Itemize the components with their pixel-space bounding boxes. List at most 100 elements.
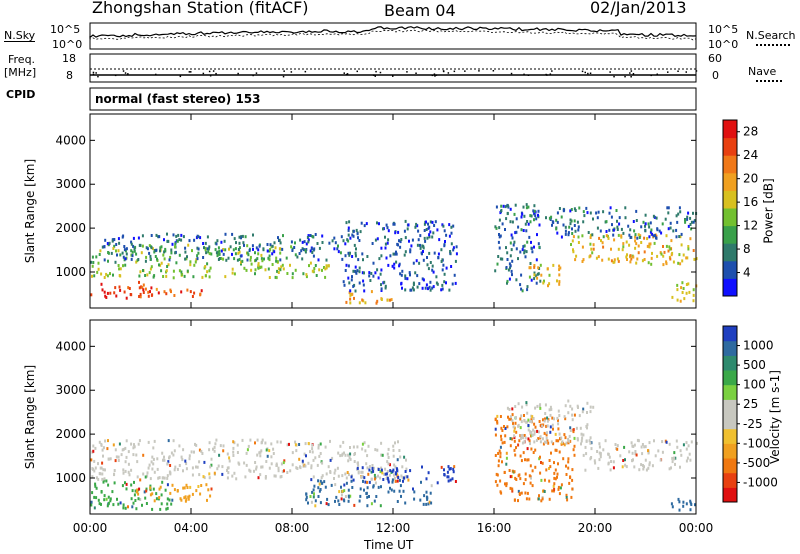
heat-cell <box>133 445 136 449</box>
heat-cell <box>349 494 352 498</box>
heat-cell <box>643 258 646 261</box>
heat-cell <box>690 440 693 444</box>
heat-cell <box>153 499 156 503</box>
heat-cell <box>345 300 348 304</box>
heat-cell <box>321 241 324 244</box>
heat-cell <box>350 479 353 483</box>
heat-cell <box>188 239 191 243</box>
heat-cell <box>195 443 198 447</box>
heat-cell <box>435 275 438 279</box>
heat-cell <box>184 257 187 261</box>
heat-cell <box>251 244 254 248</box>
heat-cell <box>527 205 530 209</box>
heat-cell <box>680 243 683 247</box>
heat-cell <box>636 438 639 442</box>
heat-cell <box>387 229 390 233</box>
heat-cell <box>158 476 161 480</box>
y-tick-label: 2000 <box>55 427 86 441</box>
heat-cell <box>99 249 102 253</box>
heat-cell <box>522 245 525 249</box>
heat-cell <box>206 235 209 239</box>
heat-cell <box>105 272 108 276</box>
heat-cell <box>392 222 395 226</box>
heat-cell <box>653 439 655 443</box>
heat-cell <box>582 258 585 262</box>
heat-cell <box>95 255 98 259</box>
heat-cell <box>533 265 536 269</box>
heat-cell <box>543 279 545 283</box>
heat-cell <box>104 294 107 298</box>
heat-cell <box>583 214 586 218</box>
freq-label-line2: [MHz] <box>4 66 37 79</box>
heat-cell <box>219 444 222 448</box>
heat-cell <box>538 420 541 423</box>
heat-cell <box>243 266 246 270</box>
heat-cell <box>93 274 96 278</box>
heat-cell <box>651 232 654 236</box>
heat-cell <box>112 273 114 277</box>
heat-cell <box>167 263 170 267</box>
heat-cell <box>599 229 602 233</box>
heat-cell <box>180 238 183 242</box>
heat-cell <box>131 250 134 254</box>
heat-cell <box>307 238 310 242</box>
heat-cell <box>589 457 592 461</box>
heat-cell <box>226 469 228 472</box>
heat-cell <box>449 251 452 255</box>
nsky-label: N.Sky <box>4 29 36 42</box>
heat-cell <box>427 502 430 506</box>
heat-cell <box>250 262 253 266</box>
heat-cell <box>549 425 552 429</box>
heat-cell <box>100 490 103 494</box>
heat-cell <box>170 451 173 455</box>
y-tick-label: 3000 <box>55 383 86 397</box>
colorbar-frame <box>722 119 738 297</box>
heat-cell <box>644 222 647 226</box>
heat-cell <box>303 240 306 244</box>
heat-cell <box>558 492 561 496</box>
heat-cell <box>387 263 390 267</box>
heat-cell <box>665 244 668 248</box>
heat-cell <box>365 462 368 466</box>
heat-cell <box>318 489 321 493</box>
heat-cell <box>552 427 554 431</box>
freq-left-tick-top: 18 <box>62 52 76 65</box>
heat-cell <box>618 216 621 220</box>
heat-cell <box>217 246 220 250</box>
heat-cell <box>671 456 674 460</box>
heat-cell <box>107 251 110 254</box>
heat-cell <box>646 237 649 241</box>
heat-cell <box>117 237 120 241</box>
heat-cell <box>497 459 500 463</box>
heat-cell <box>517 225 520 229</box>
heat-cell <box>203 476 206 480</box>
freq-dot <box>551 70 553 72</box>
heat-cell <box>233 237 236 241</box>
heat-cell <box>690 220 693 224</box>
heat-cell <box>184 495 187 499</box>
heat-cell <box>442 263 445 267</box>
heat-cell <box>108 241 111 245</box>
heat-cell <box>514 231 517 235</box>
heat-cell <box>648 245 651 249</box>
heat-cell <box>146 474 149 478</box>
heat-cell <box>247 444 250 448</box>
heat-cell <box>370 290 373 294</box>
colorbar-swatch <box>723 384 737 400</box>
heat-cell <box>413 490 416 494</box>
heat-cell <box>679 465 681 469</box>
heat-cell <box>333 247 336 251</box>
heat-cell <box>233 272 236 276</box>
heat-cell <box>187 243 190 247</box>
heat-cell <box>621 248 624 252</box>
heat-cell <box>131 254 134 258</box>
freq-dot <box>356 70 358 73</box>
heat-cell <box>576 220 579 224</box>
freq-dot <box>304 70 307 73</box>
heat-cell <box>312 495 315 499</box>
heat-cell <box>137 492 140 496</box>
heat-cell <box>197 247 200 251</box>
heat-cell <box>159 263 162 267</box>
heat-cell <box>561 440 564 444</box>
